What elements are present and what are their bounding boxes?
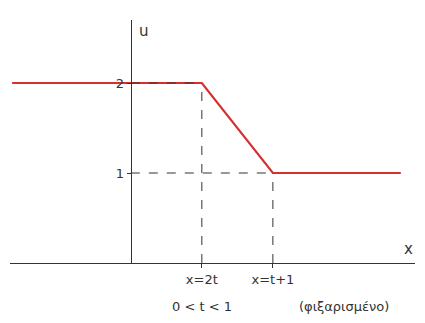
svg-text:x=2t: x=2t (186, 272, 218, 287)
svg-text:x: x (404, 240, 413, 258)
svg-text:(φιξαρισμένο): (φιξαρισμένο) (299, 299, 389, 314)
svg-text:1: 1 (116, 166, 124, 181)
svg-text:2: 2 (116, 76, 124, 91)
svg-text:u: u (139, 22, 149, 40)
svg-text:0 < t < 1: 0 < t < 1 (172, 299, 232, 314)
svg-text:x=t+1: x=t+1 (251, 272, 294, 287)
